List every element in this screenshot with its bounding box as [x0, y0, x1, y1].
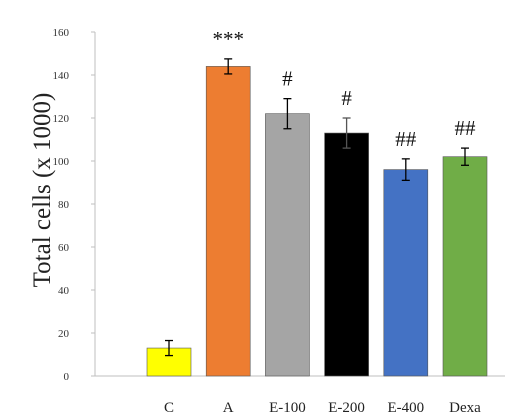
y-tick-label: 60	[58, 242, 70, 254]
significance-label: ***	[212, 27, 244, 51]
bar-dexa	[443, 157, 487, 376]
y-axis-ticks: 0 20 40 60 80 100 120 140 160	[53, 27, 96, 383]
significance-label: #	[341, 86, 352, 110]
x-category-label: Dexa	[449, 400, 481, 416]
significance-label: ##	[455, 116, 477, 140]
x-category-label: E-100	[269, 400, 306, 416]
y-tick-label: 80	[58, 199, 70, 211]
bar-e-400	[384, 170, 428, 376]
x-category-label: E-400	[387, 400, 424, 416]
y-tick-label: 120	[53, 113, 70, 125]
bar-a	[206, 66, 250, 376]
bar-e-100	[265, 114, 309, 376]
significance-label: ##	[395, 127, 417, 151]
significance-label: #	[282, 67, 293, 91]
bar-e-200	[325, 133, 369, 376]
y-tick-label: 0	[64, 371, 70, 383]
y-tick-label: 40	[58, 285, 70, 297]
y-tick-label: 160	[53, 27, 70, 39]
bar-series: ***#### ##	[147, 27, 487, 376]
x-category-label: A	[223, 400, 234, 416]
x-category-label: C	[164, 400, 174, 416]
x-category-label: E-200	[328, 400, 365, 416]
category-labels: C A E-100 E-200 E-400 Dexa	[164, 400, 481, 416]
y-tick-label: 100	[53, 156, 70, 168]
y-tick-label: 140	[53, 70, 70, 82]
y-tick-label: 20	[58, 328, 70, 340]
